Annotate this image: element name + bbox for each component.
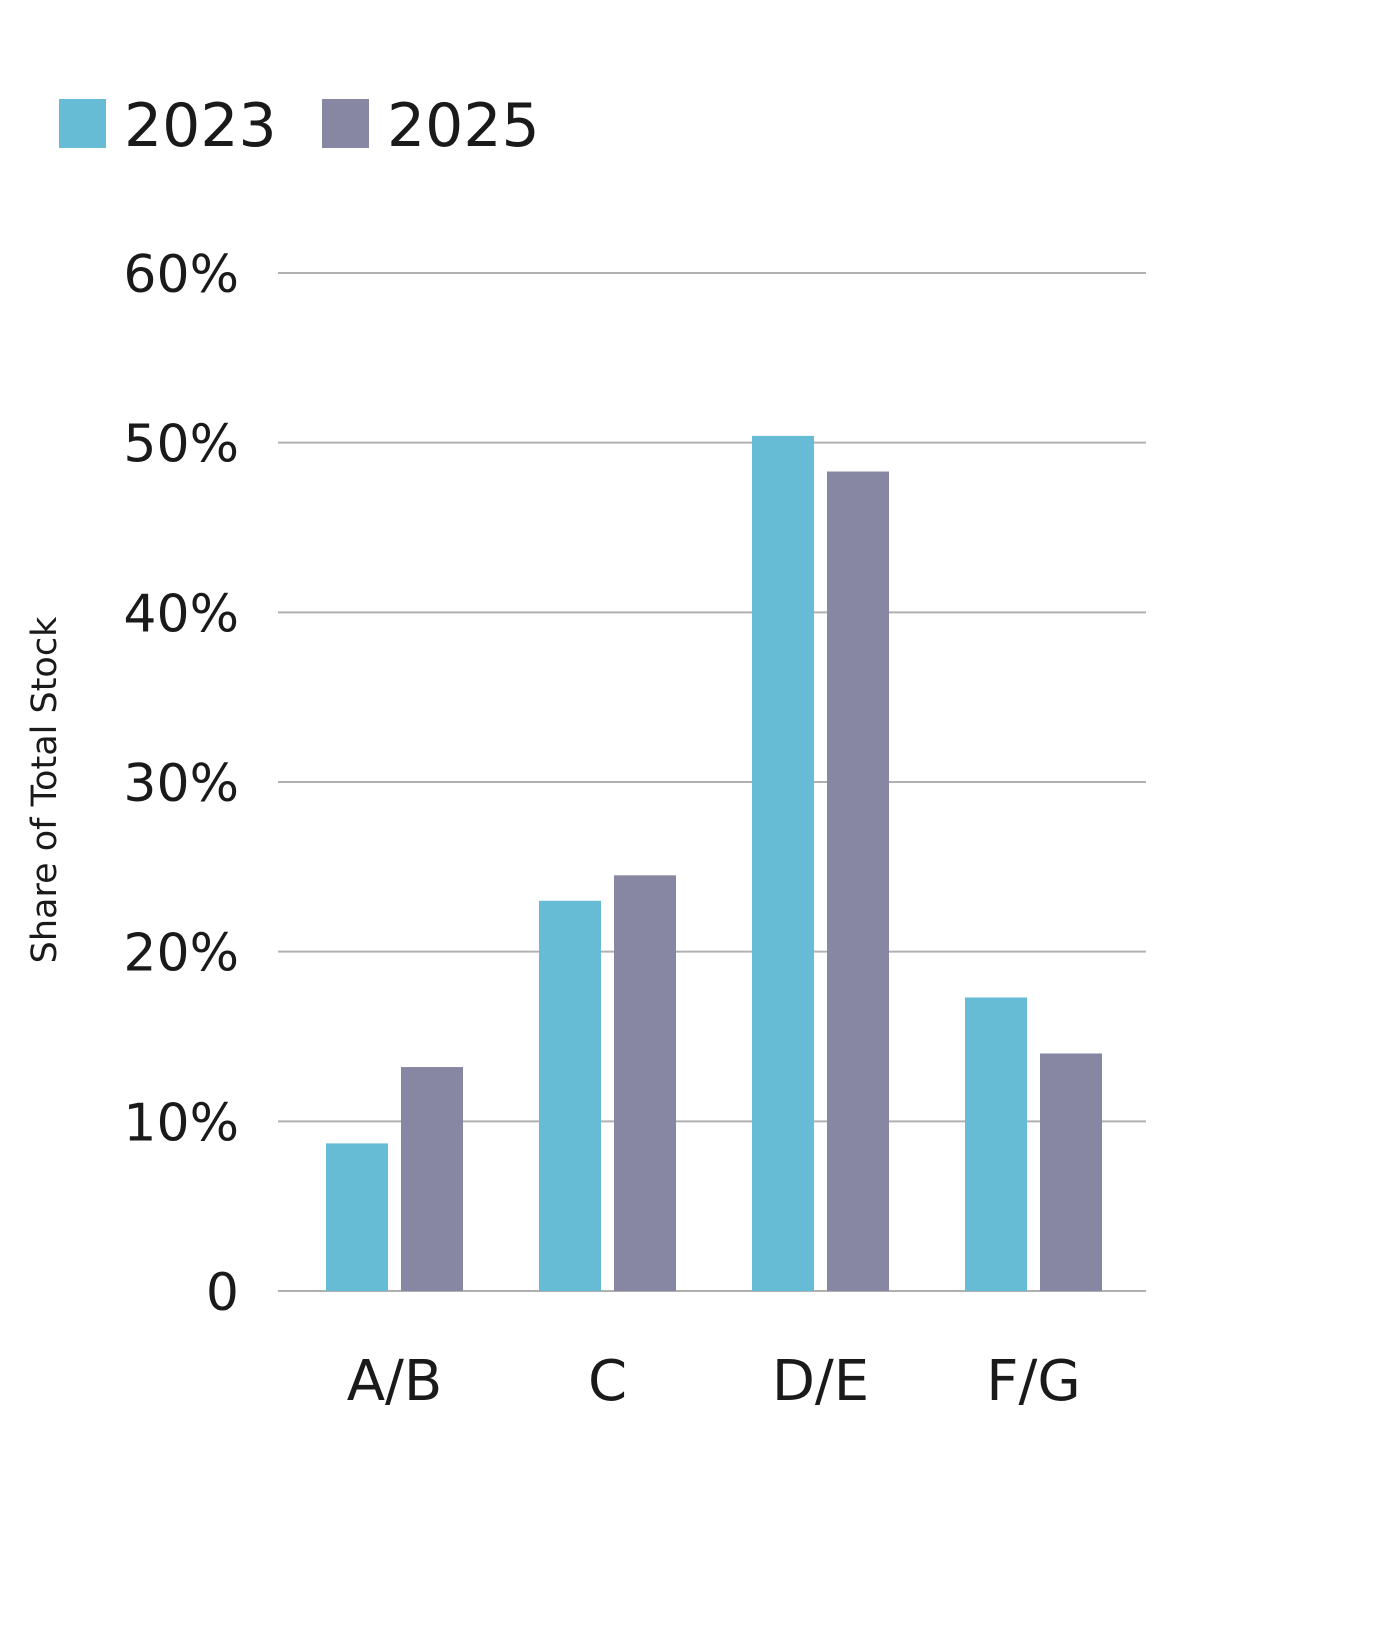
- bar-de-2025: [827, 471, 889, 1291]
- y-tick-label: 40%: [123, 584, 239, 644]
- y-tick-label: 20%: [123, 924, 239, 984]
- y-tick-label: 60%: [123, 245, 239, 305]
- bar-ab-2023: [326, 1143, 388, 1291]
- y-axis-ticks: 0 10% 20% 30% 40% 50% 60%: [123, 245, 239, 1323]
- bar-ab-2025: [401, 1067, 463, 1291]
- x-axis-ticks: A/B C D/E F/G: [347, 1349, 1081, 1414]
- legend-label-2025: 2025: [387, 91, 540, 161]
- bar-c-2023: [539, 900, 601, 1291]
- legend-swatch-2025: [322, 99, 369, 148]
- y-tick-label: 10%: [123, 1093, 239, 1153]
- y-tick-label: 30%: [123, 754, 239, 814]
- y-tick-label: 0: [206, 1263, 239, 1323]
- legend-label-2023: 2023: [124, 91, 277, 161]
- bar-de-2023: [752, 435, 814, 1291]
- bar-c-2025: [614, 875, 676, 1291]
- legend-swatch-2023: [59, 99, 106, 148]
- y-axis-label: Share of Total Stock: [25, 616, 65, 963]
- x-tick-label: A/B: [347, 1349, 443, 1414]
- x-tick-label: D/E: [772, 1349, 869, 1414]
- legend: 2023 2025: [59, 91, 540, 161]
- bars: [326, 435, 1102, 1291]
- x-tick-label: F/G: [986, 1349, 1080, 1414]
- x-tick-label: C: [588, 1349, 627, 1414]
- y-tick-label: 50%: [123, 415, 239, 475]
- bar-fg-2023: [965, 997, 1027, 1291]
- bar-fg-2025: [1040, 1053, 1102, 1291]
